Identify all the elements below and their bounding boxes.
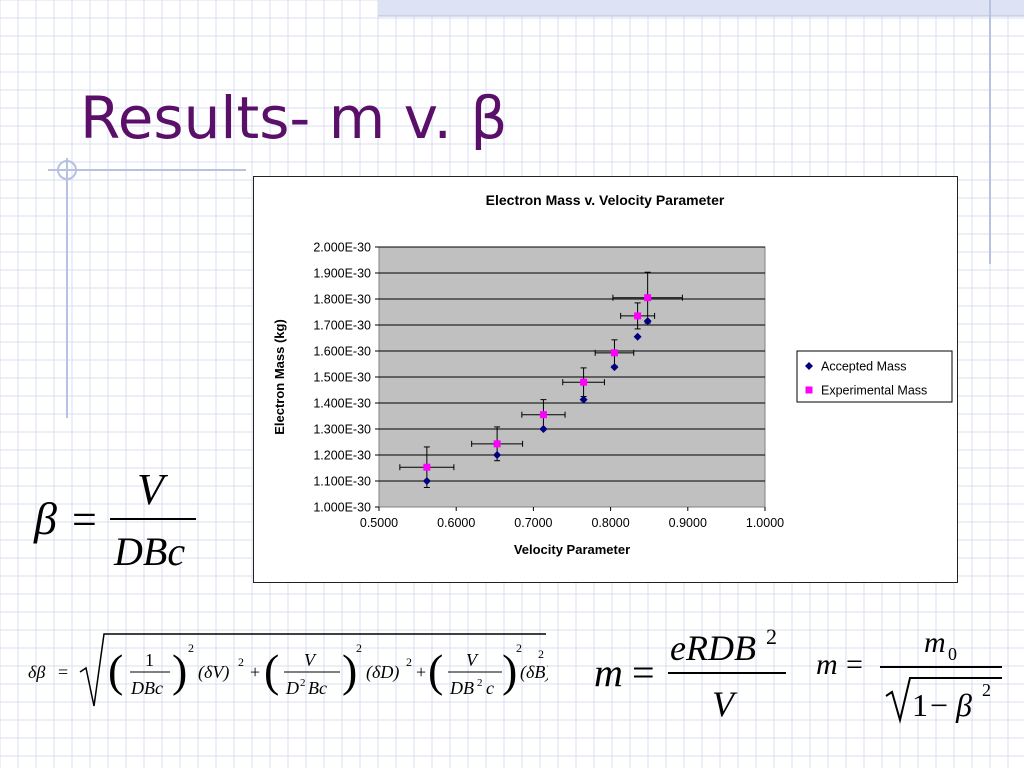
y-tick-label: 1.800E-30 [313,293,371,307]
term2-exponent: 2 [356,641,362,655]
equals-sign: = [72,495,97,544]
numerator-exponent: 2 [766,624,777,649]
decorative-circle [57,160,77,180]
scatter-chart: Electron Mass v. Velocity Parameter 1.000… [272,192,953,557]
slide-title: Results- m v. β [80,84,508,152]
rest-mass-subscript: 0 [948,644,957,664]
delta-beta-equation: δβ = ( 1 DBc ) 2 (δV) 2 + ( V D 2 Bc ) 2… [28,633,548,707]
accepted-mass-point [539,425,548,433]
y-tick-label: 1.900E-30 [313,267,371,281]
legend-label: Accepted Mass [821,360,906,374]
x-tick-label: 0.6000 [437,516,475,530]
accepted-mass-point [633,332,642,341]
y-tick-label: 2.000E-30 [313,241,371,255]
paren-open: ( [264,645,279,696]
beta-symbol: β [33,493,57,544]
minus-sign: − [930,687,948,723]
mass-symbol: m [594,650,623,695]
term1-numerator: 1 [145,650,154,670]
denominator: V [712,684,738,724]
y-axis-label: Electron Mass (kg) [272,319,287,435]
term3-exponent: 2 [516,641,522,655]
term1-exponent: 2 [188,641,194,655]
one: 1 [912,687,928,723]
mass-equation: m = eRDB 2 V [594,624,786,724]
numerator: eRDB [670,628,756,668]
term2-delta-exponent: 2 [406,655,412,669]
chart-title: Electron Mass v. Velocity Parameter [486,192,725,208]
y-tick-label: 1.100E-30 [313,475,371,489]
y-tick-label: 1.400E-30 [313,397,371,411]
square-root-sign [79,633,546,707]
term3-denominator-b: c [486,678,494,698]
legend-label: Experimental Mass [821,384,927,398]
term3-delta-exponent: 2 [538,647,544,661]
numerator: V [137,465,169,514]
paren-close: ) [502,645,517,696]
rest-mass: m [924,626,946,659]
chart-area: Electron Mass v. Velocity Parameter 1.000… [253,176,958,583]
y-tick-label: 1.000E-30 [313,501,371,515]
square-root-sign [885,677,1002,724]
y-tick-label: 1.200E-30 [313,449,371,463]
term3-delta: (δB) [520,662,548,683]
mass-symbol: m [816,648,838,681]
y-tick-label: 1.300E-30 [313,423,371,437]
paren-open: ( [108,645,123,696]
x-tick-label: 0.9000 [669,516,707,530]
x-axis-label: Velocity Parameter [514,542,630,557]
x-tick-label: 0.7000 [514,516,552,530]
legend-marker-accepted [805,362,813,370]
relativistic-mass-equation: m = m 0 1 − β 2 [816,626,1002,724]
beta-symbol: β [955,687,972,723]
x-tick-label: 0.8000 [591,516,629,530]
term2-denominator-exponent: 2 [300,677,306,689]
experimental-mass-point [539,411,547,419]
legend-box [796,350,953,403]
top-band [378,0,1024,16]
experimental-mass-point [634,312,642,320]
equals-sign: = [846,648,863,681]
accepted-mass-point [610,363,619,372]
beta-exponent: 2 [982,680,991,700]
equals-sign: = [632,650,655,695]
experimental-mass-point [580,378,588,386]
term2-denominator-a: D [285,678,299,698]
paren-close: ) [342,645,357,696]
term1-denominator: DBc [130,678,163,698]
beta-equation: β = V DBc [33,465,196,574]
term2-denominator-b: Bc [308,678,327,698]
experimental-mass-point [493,440,501,448]
legend-marker-experimental [805,386,813,394]
x-tick-label: 1.0000 [746,516,784,530]
experimental-mass-point [423,463,431,471]
y-tick-label: 1.500E-30 [313,371,371,385]
term1-delta-exponent: 2 [238,655,244,669]
y-tick-label: 1.600E-30 [313,345,371,359]
term2-numerator: V [304,650,317,670]
denominator: DBc [113,529,185,574]
term2-delta: (δD) [366,662,399,683]
accepted-mass-point [643,317,652,326]
plus-sign: + [250,662,260,682]
delta-beta-symbol: δβ [28,662,45,682]
accepted-mass-point [422,477,431,485]
accepted-mass-point [493,451,502,459]
accepted-mass-point [579,395,588,404]
term1-delta: (δV) [198,662,229,683]
paren-open: ( [428,645,443,696]
y-tick-label: 1.700E-30 [313,319,371,333]
experimental-mass-point [644,294,652,302]
paren-close: ) [172,645,187,696]
equals-sign: = [58,662,68,682]
plus-sign: + [416,662,426,682]
experimental-mass-point [610,349,618,357]
term3-denominator-a: DB [449,678,474,698]
x-tick-label: 0.5000 [360,516,398,530]
term3-denominator-exponent: 2 [477,677,483,689]
term3-numerator: V [466,650,479,670]
